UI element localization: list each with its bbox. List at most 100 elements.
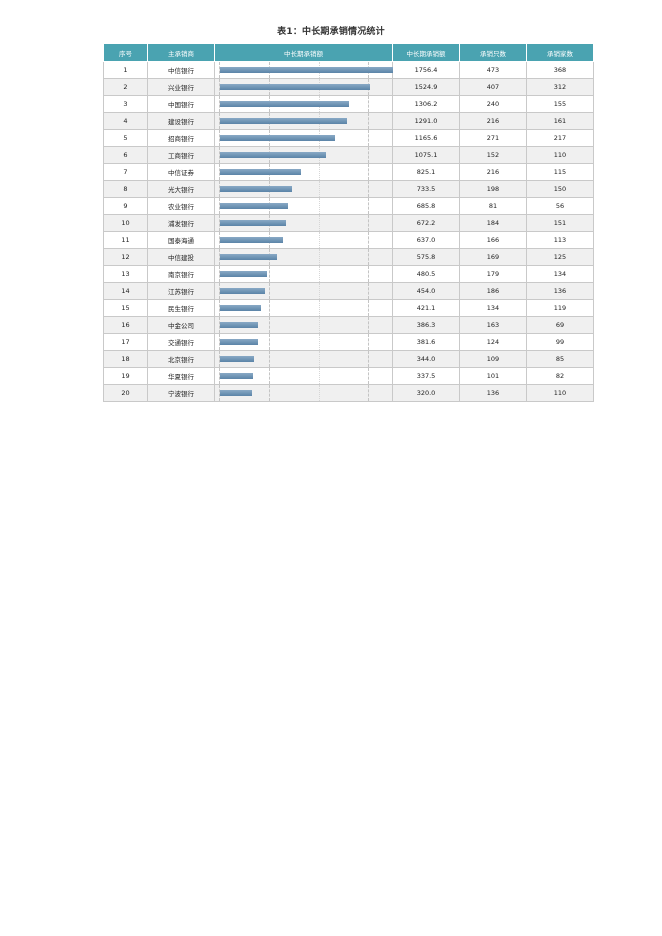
cell-amount-bar: [214, 316, 393, 334]
header-count: 承销只数: [459, 43, 527, 62]
cell-count: 169: [459, 248, 527, 266]
cell-count: 216: [459, 112, 527, 130]
gridline: [219, 232, 220, 248]
cell-amount: 1524.9: [392, 78, 460, 96]
cell-issuers: 115: [526, 163, 594, 181]
amount-bar: [220, 390, 252, 396]
cell-underwriter: 中国银行: [147, 95, 215, 113]
table-row: 4 建设银行 1291.0 216 161: [103, 112, 594, 130]
gridline: [269, 385, 270, 401]
gridline: [319, 317, 320, 333]
cell-underwriter: 浦发银行: [147, 214, 215, 232]
cell-count: 163: [459, 316, 527, 334]
cell-count: 184: [459, 214, 527, 232]
cell-underwriter: 建设银行: [147, 112, 215, 130]
gridline: [368, 300, 369, 316]
gridline: [368, 130, 369, 146]
gridline: [368, 266, 369, 282]
cell-count: 136: [459, 384, 527, 402]
gridline: [219, 249, 220, 265]
gridline: [368, 232, 369, 248]
cell-count: 152: [459, 146, 527, 164]
cell-underwriter: 农业银行: [147, 197, 215, 215]
table-row: 11 国泰海通 637.0 166 113: [103, 231, 594, 249]
amount-bar: [220, 356, 254, 362]
cell-issuers: 56: [526, 197, 594, 215]
gridline: [219, 283, 220, 299]
amount-bar: [220, 67, 393, 73]
cell-amount: 1075.1: [392, 146, 460, 164]
cell-rank: 9: [103, 197, 148, 215]
gridline: [368, 164, 369, 180]
cell-amount-bar: [214, 299, 393, 317]
cell-issuers: 151: [526, 214, 594, 232]
gridline: [319, 334, 320, 350]
cell-underwriter: 交通银行: [147, 333, 215, 351]
cell-issuers: 110: [526, 146, 594, 164]
gridline: [219, 181, 220, 197]
cell-amount-bar: [214, 248, 393, 266]
cell-count: 109: [459, 350, 527, 368]
cell-rank: 20: [103, 384, 148, 402]
cell-underwriter: 南京银行: [147, 265, 215, 283]
amount-bar: [220, 339, 258, 345]
gridline: [368, 351, 369, 367]
cell-issuers: 113: [526, 231, 594, 249]
gridline: [368, 198, 369, 214]
cell-amount: 733.5: [392, 180, 460, 198]
cell-amount-bar: [214, 350, 393, 368]
cell-count: 407: [459, 78, 527, 96]
amount-bar: [220, 101, 349, 107]
cell-issuers: 125: [526, 248, 594, 266]
amount-bar: [220, 118, 347, 124]
cell-rank: 11: [103, 231, 148, 249]
gridline: [319, 198, 320, 214]
cell-issuers: 217: [526, 129, 594, 147]
cell-issuers: 155: [526, 95, 594, 113]
cell-underwriter: 兴业银行: [147, 78, 215, 96]
underwriting-table: 序号 主承销商 中长期承销额 中长期承销额 承销只数 承销家数 1 中信银行 175…: [103, 43, 594, 402]
gridline: [319, 385, 320, 401]
cell-rank: 5: [103, 129, 148, 147]
table-row: 18 北京银行 344.0 109 85: [103, 350, 594, 368]
cell-count: 179: [459, 265, 527, 283]
gridline: [368, 147, 369, 163]
gridline: [368, 96, 369, 112]
amount-bar: [220, 84, 370, 90]
cell-rank: 4: [103, 112, 148, 130]
cell-underwriter: 中信证券: [147, 163, 215, 181]
cell-underwriter: 光大银行: [147, 180, 215, 198]
amount-bar: [220, 271, 267, 277]
table-row: 20 宁波银行 320.0 136 110: [103, 384, 594, 402]
cell-amount: 320.0: [392, 384, 460, 402]
cell-issuers: 119: [526, 299, 594, 317]
cell-amount-bar: [214, 333, 393, 351]
table-row: 5 招商银行 1165.6 271 217: [103, 129, 594, 147]
table-row: 16 中金公司 386.3 163 69: [103, 316, 594, 334]
cell-count: 271: [459, 129, 527, 147]
cell-amount: 381.6: [392, 333, 460, 351]
cell-amount-bar: [214, 95, 393, 113]
gridline: [368, 215, 369, 231]
cell-amount: 637.0: [392, 231, 460, 249]
cell-amount: 1306.2: [392, 95, 460, 113]
gridline: [319, 181, 320, 197]
cell-amount: 825.1: [392, 163, 460, 181]
table-row: 10 浦发银行 672.2 184 151: [103, 214, 594, 232]
cell-issuers: 312: [526, 78, 594, 96]
amount-bar: [220, 152, 326, 158]
gridline: [269, 368, 270, 384]
cell-amount-bar: [214, 78, 393, 96]
cell-count: 240: [459, 95, 527, 113]
cell-issuers: 136: [526, 282, 594, 300]
cell-issuers: 161: [526, 112, 594, 130]
cell-amount: 575.8: [392, 248, 460, 266]
cell-rank: 2: [103, 78, 148, 96]
gridline: [219, 130, 220, 146]
table-row: 13 南京银行 480.5 179 134: [103, 265, 594, 283]
cell-underwriter: 北京银行: [147, 350, 215, 368]
cell-amount: 454.0: [392, 282, 460, 300]
cell-rank: 13: [103, 265, 148, 283]
gridline: [368, 113, 369, 129]
cell-count: 473: [459, 61, 527, 79]
